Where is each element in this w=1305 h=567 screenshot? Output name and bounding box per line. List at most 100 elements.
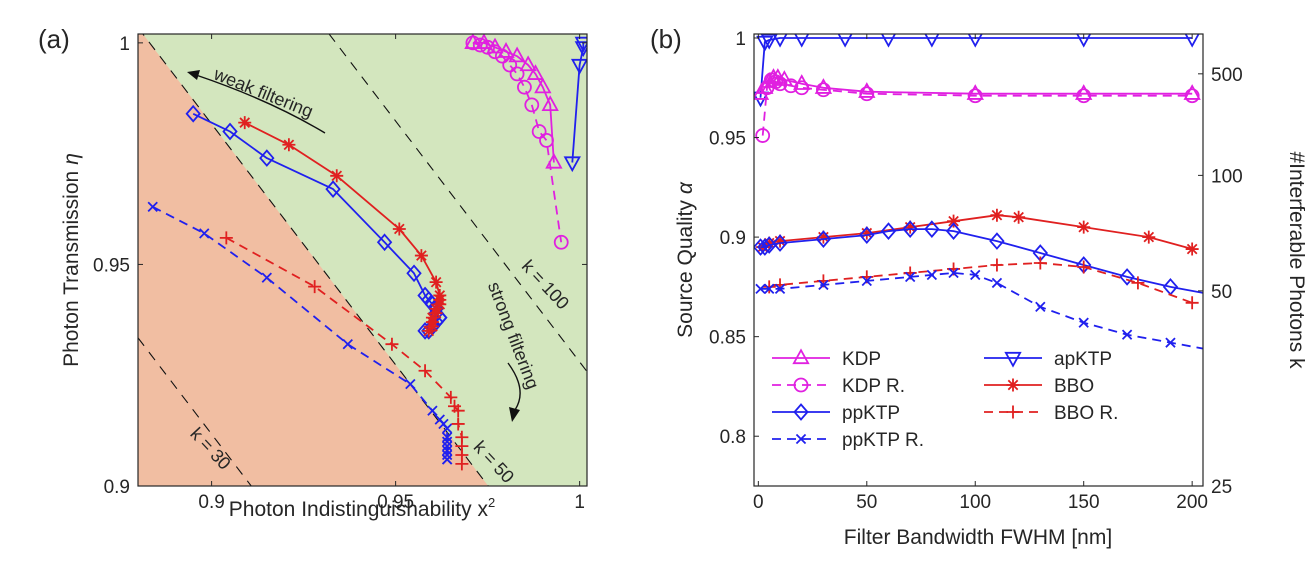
b-point-BBO (947, 214, 961, 228)
b-point-BBOR (1185, 296, 1199, 310)
a-point-BBO (422, 324, 436, 338)
a-series-BBO (238, 116, 447, 338)
legend-marker (1006, 378, 1020, 392)
b-point-ppKTP (1119, 268, 1135, 286)
b-series-BBOR (762, 256, 1199, 310)
b-point-ppKTPR (818, 279, 829, 291)
panel-label-a: (a) (38, 24, 70, 54)
a-series-BBOR (219, 231, 469, 471)
a-point-KDP (519, 55, 537, 72)
legend-label: apKTP (1054, 349, 1112, 370)
y-tick-label-b: 0.85 (709, 328, 746, 349)
b-point-ppKTPR (1078, 317, 1089, 328)
a-point-ppKTPR (441, 454, 453, 465)
b-point-KDPR (772, 76, 788, 92)
legend-label: ppKTP R. (842, 430, 924, 451)
y-tick-label-b: 0.9 (720, 228, 746, 249)
a-point-ppKTPR (441, 423, 453, 434)
b-point-BBO (860, 226, 874, 240)
b-point-ppKTPR (861, 275, 872, 287)
a-point-BBOR (451, 417, 465, 431)
a-point-apKTP (563, 156, 581, 173)
ticks-a: 0.9 0.95 1 0.9 0.95 1 (93, 34, 587, 513)
b-point-BBO (816, 230, 830, 244)
a-point-BBO (282, 138, 296, 152)
a-point-KDPR (553, 234, 569, 250)
b-point-ppKTP (859, 226, 875, 244)
k-line (138, 337, 252, 486)
a-point-KDP (508, 46, 526, 63)
b-point-apKTP (1076, 34, 1092, 48)
arrow-strong (507, 362, 521, 411)
b-point-ppKTPR (755, 283, 766, 295)
a-point-ppKTP (376, 233, 393, 252)
b-point-KDPR (1076, 88, 1092, 104)
ticks-b: 0 50 100 150 200 0.8 0.85 0.9 0.95 1 25 50 100 500 (709, 29, 1243, 513)
panel-a: k = 30 k = 50k = 100 weak filteringstrong… (38, 24, 588, 521)
x-axis-label-b: Filter Bandwidth FWHM [nm] (844, 526, 1112, 549)
b-point-ppKTPR (991, 277, 1003, 289)
a-point-KDP (526, 64, 545, 80)
b-point-apKTP (772, 34, 788, 48)
b-series-KDPR (755, 72, 1200, 143)
y-tick-label-a: 0.9 (104, 477, 130, 498)
b-point-BBOR (990, 258, 1004, 272)
plot-frame-a (137, 33, 588, 487)
a-point-ppKTPR (441, 445, 453, 456)
b-point-KDPR (1184, 88, 1200, 104)
b-series-line-apKTP (759, 37, 1193, 98)
b-point-apKTP (794, 34, 810, 48)
legend-entry: apKTP (984, 349, 1112, 370)
b-point-KDPR (755, 128, 771, 143)
x-tick-label-b: 0 (753, 492, 764, 513)
b-series-apKTP (754, 34, 1200, 108)
b-point-BBOR (1131, 276, 1145, 290)
y2-tick-label-b: 100 (1211, 166, 1243, 187)
a-series-KDP (464, 34, 563, 169)
b-point-BBO (990, 208, 1004, 222)
a-point-ppKTPR (441, 432, 453, 443)
a-point-BBO (429, 275, 443, 289)
a-point-ppKTP (222, 122, 238, 141)
b-point-BBO (762, 236, 776, 250)
b-point-KDP (858, 82, 876, 98)
b-point-KDPR (794, 80, 810, 96)
x-tick-label-b: 150 (1068, 492, 1100, 513)
b-point-ppKTP (757, 238, 773, 256)
legend-entry: BBO R. (984, 403, 1118, 424)
legend: KDP KDP R. ppKTP ppKTP R. apKTP BBO BBO R. (772, 348, 1118, 451)
b-point-apKTP (1184, 34, 1200, 48)
series-group-a (147, 34, 587, 471)
b-point-ppKTP (945, 222, 962, 240)
b-point-ppKTP (902, 220, 918, 238)
b-point-ppKTPR (1035, 301, 1046, 312)
legend-marker (1004, 351, 1022, 368)
a-point-KDPR (509, 66, 525, 82)
legend-entry: ppKTP (772, 403, 900, 424)
a-point-KDP (464, 34, 482, 49)
b-point-ppKTP (924, 220, 940, 238)
plot-frame-b (753, 33, 1204, 487)
y2-axis-label-b: #Interferable Photons k (1285, 151, 1305, 369)
a-point-BBO (392, 222, 406, 236)
b-point-BBO (1012, 210, 1026, 224)
a-point-ppKTP (185, 104, 201, 123)
legend-marker (793, 403, 809, 421)
k-line (142, 34, 489, 486)
a-point-KDP (541, 95, 559, 112)
legend-marker (795, 433, 807, 445)
arrow-weak (195, 74, 326, 134)
b-point-KDPR (816, 82, 831, 98)
a-point-KDPR (502, 57, 518, 73)
legend-marker (792, 348, 810, 365)
b-point-ppKTPR (1165, 337, 1176, 348)
b-point-KDPR (859, 86, 875, 102)
b-point-ppKTP (989, 232, 1005, 250)
b-point-ppKTPR (763, 283, 775, 295)
y-axis-label-a: Photon Transmissionη (60, 153, 83, 367)
b-point-BBO (773, 234, 787, 248)
a-point-ppKTP (406, 264, 422, 283)
a-point-KDPR (494, 48, 510, 64)
b-point-BBO (903, 220, 917, 234)
a-point-KDPR (487, 44, 503, 60)
